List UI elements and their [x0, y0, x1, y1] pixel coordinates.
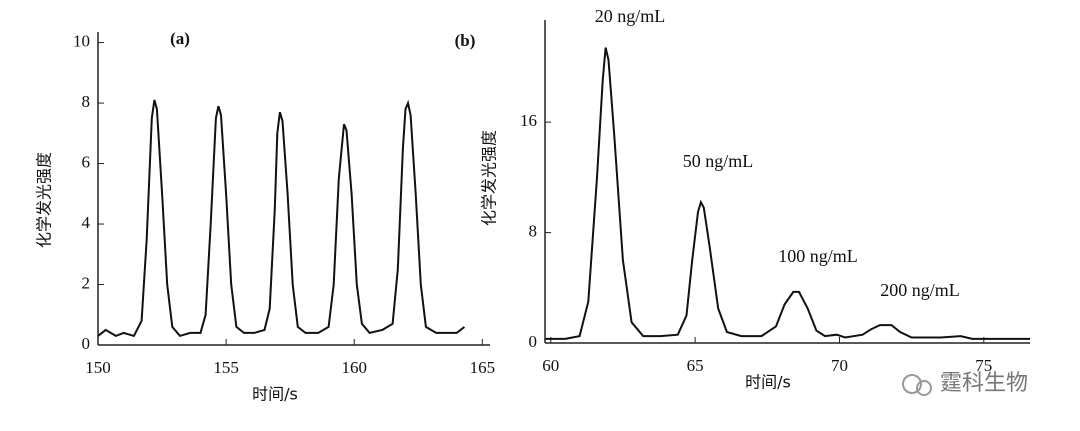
panel-label: (b): [455, 31, 476, 50]
data-line: [97, 99, 466, 338]
y-tick-label: 8: [529, 221, 538, 240]
panel-label: (a): [170, 29, 190, 48]
x-tick-label: 70: [831, 356, 848, 375]
x-axis-label: 时间/s: [252, 385, 298, 404]
x-tick-label: 150: [85, 358, 111, 377]
y-tick-label: 16: [520, 111, 537, 130]
x-axis-label: 时间/s: [745, 373, 791, 392]
watermark: 霆科生物: [940, 371, 1028, 396]
x-tick-label: 165: [470, 358, 496, 377]
y-tick-label: 6: [82, 152, 91, 171]
annotation: 50 ng/mL: [683, 151, 754, 171]
data-line: [545, 47, 1030, 340]
x-tick-label: 155: [213, 358, 239, 377]
y-tick-label: 0: [82, 334, 91, 353]
annotation: 100 ng/mL: [778, 246, 858, 266]
watermark-icon: [902, 374, 932, 396]
y-tick-label: 8: [82, 92, 91, 111]
y-axis-label: 化学发光强度: [480, 130, 499, 226]
y-tick-label: 4: [82, 213, 91, 232]
y-tick-label: 2: [82, 273, 91, 292]
annotation: 20 ng/mL: [595, 6, 666, 26]
x-tick-label: 65: [687, 356, 704, 375]
x-tick-label: 75: [975, 356, 992, 375]
x-tick-label: 160: [341, 358, 367, 377]
x-tick-label: 60: [542, 356, 559, 375]
annotation: 200 ng/mL: [880, 280, 960, 300]
y-tick-label: 10: [73, 31, 90, 50]
y-tick-label: 0: [529, 332, 538, 351]
y-axis-label: 化学发光强度: [35, 152, 54, 248]
